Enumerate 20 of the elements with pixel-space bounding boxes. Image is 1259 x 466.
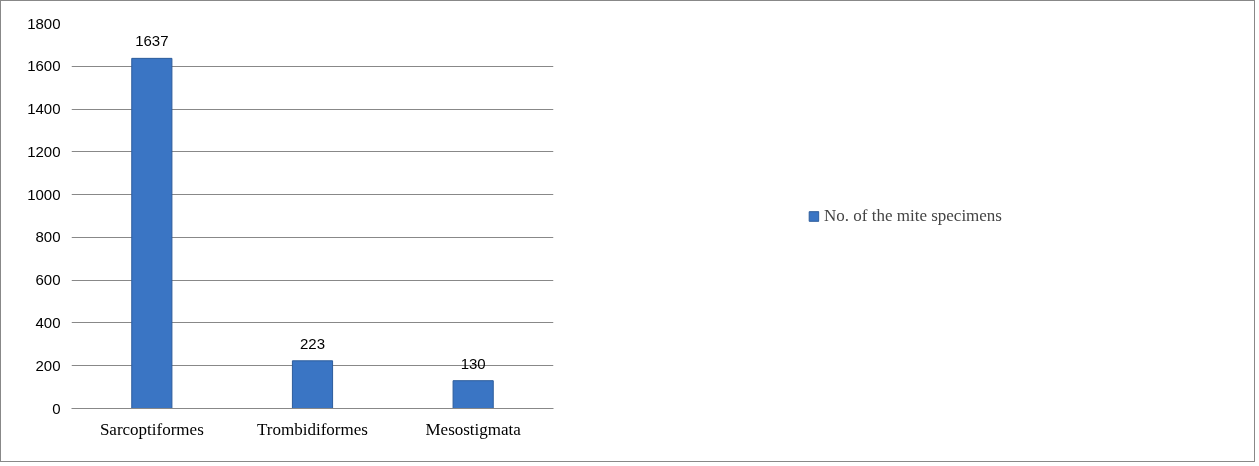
y-tick-label: 1800	[27, 14, 61, 32]
y-tick-label: 800	[35, 228, 61, 246]
data-label: 1637	[135, 32, 169, 50]
x-tick-label: Sarcoptiformes	[99, 419, 204, 439]
y-tick-label: 1000	[27, 185, 61, 203]
y-tick-label: 200	[35, 356, 61, 374]
legend-label: No. of the mite specimens	[824, 205, 1002, 226]
bar	[452, 380, 494, 409]
y-tick-label: 600	[35, 271, 61, 289]
data-label: 223	[299, 334, 326, 352]
y-tick-label: 1400	[27, 100, 61, 118]
y-tick-label: 400	[35, 313, 61, 331]
x-tick-label: Trombidiformes	[257, 419, 368, 439]
x-tick-label: Mesostigmata	[425, 419, 522, 439]
bar	[291, 360, 334, 409]
y-tick-label: 0	[52, 399, 61, 417]
y-tick-label: 1200	[27, 142, 61, 160]
bar	[131, 57, 173, 409]
data-label: 130	[460, 354, 486, 372]
y-tick-label: 1600	[27, 57, 61, 75]
